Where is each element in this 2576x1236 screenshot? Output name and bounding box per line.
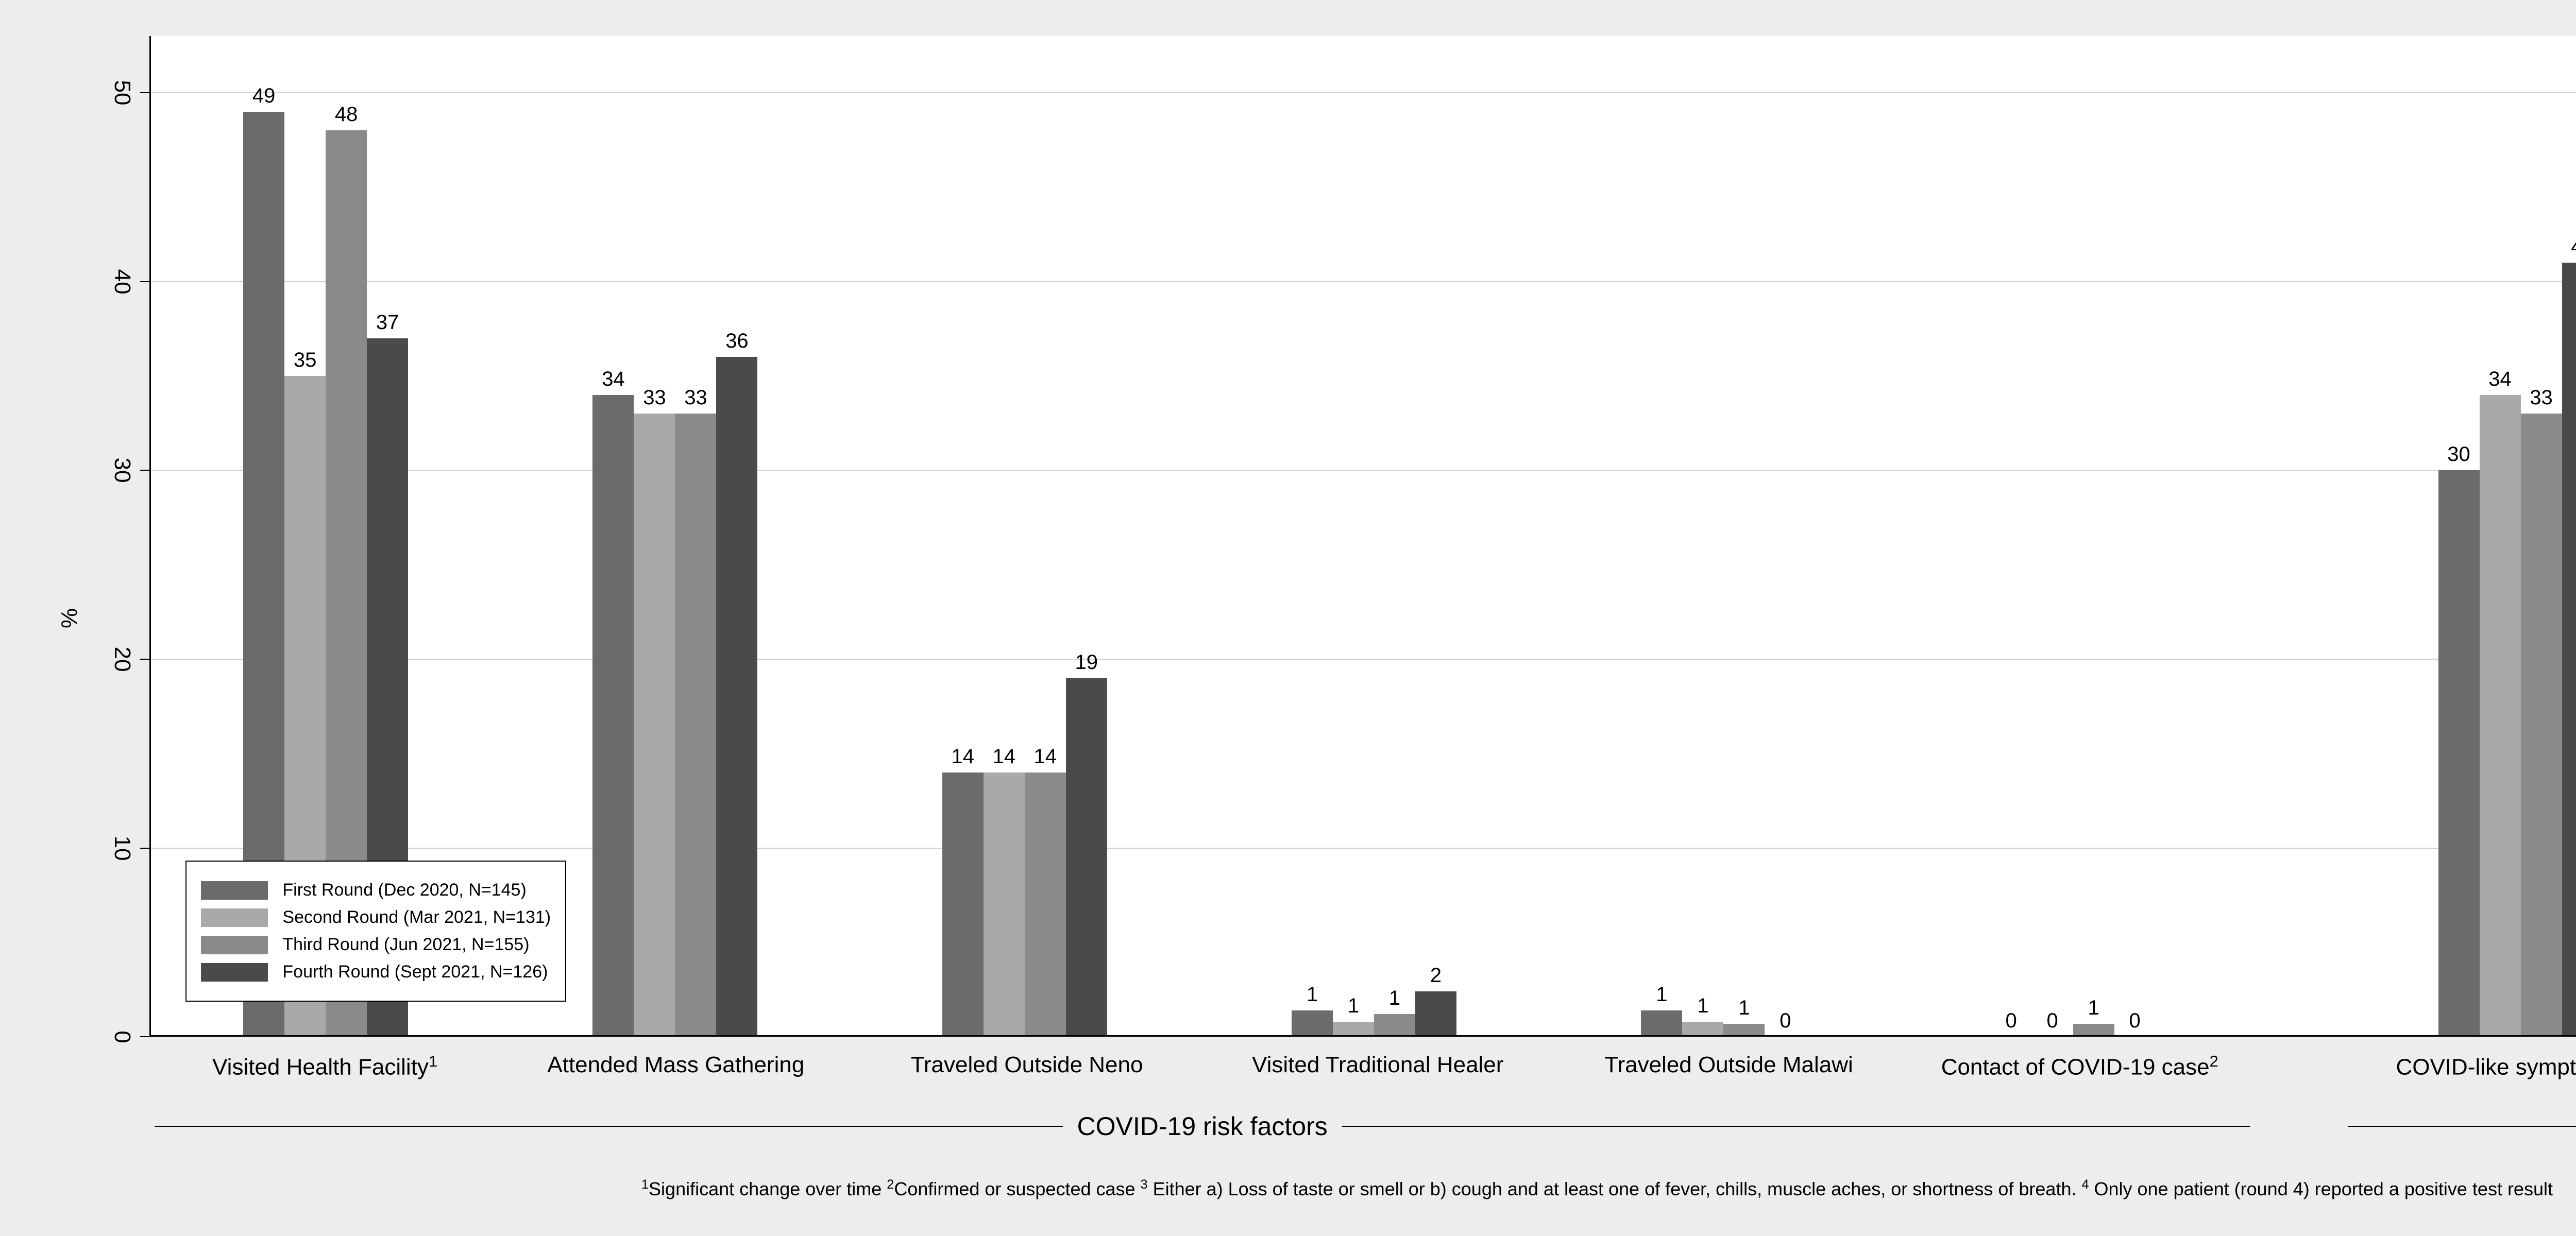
y-tick-mark: [140, 659, 149, 660]
legend-label: Fourth Round (Sept 2021, N=126): [282, 962, 548, 982]
footnote: 1Significant change over time 2Confirmed…: [149, 1141, 2576, 1200]
x-label-covid_symptoms: COVID-like symptoms1,3: [2343, 1037, 2576, 1080]
section-label-risk: COVID-19 risk factors: [149, 1111, 2255, 1141]
bar-trad_healer-r2: 1: [1333, 1022, 1374, 1037]
bar-label: 37: [376, 311, 399, 334]
bar-label: 48: [335, 103, 358, 126]
plot-wrap: % 01020304050 49354837343333361414141911…: [46, 36, 2576, 1200]
x-labels-row: Visited Health Facility1Attended Mass Ga…: [149, 1037, 2576, 1080]
y-tick-mark: [140, 848, 149, 849]
bar-label: 0: [2047, 1009, 2058, 1033]
bar-label: 19: [1075, 651, 1098, 674]
legend-item-r1: First Round (Dec 2020, N=145): [201, 880, 551, 900]
bar-trad_healer-r3: 1: [1374, 1014, 1415, 1037]
y-axis-label: %: [46, 36, 82, 1200]
bar-label: 33: [2530, 386, 2553, 409]
x-label-visited_hf: Visited Health Facility1: [149, 1037, 500, 1080]
bar-covid_symptoms-r2: 34: [2480, 395, 2521, 1037]
group-trad_healer: 1112: [1199, 36, 1549, 1037]
bar-label: 0: [1780, 1009, 1791, 1033]
bar-label: 1: [1348, 994, 1359, 1018]
bar-travel_neno-r2: 14: [984, 772, 1025, 1037]
bar-label: 1: [1738, 997, 1750, 1020]
x-label-travel_malawi: Traveled Outside Malawi: [1553, 1037, 1904, 1080]
x-label-travel_neno: Traveled Outside Neno: [851, 1037, 1202, 1080]
legend-swatch: [201, 908, 268, 927]
x-label-mass_gathering: Attended Mass Gathering: [500, 1037, 851, 1080]
bar-label: 1: [1656, 983, 1667, 1006]
bar-mass_gathering-r3: 33: [675, 414, 716, 1037]
bar-label: 49: [252, 84, 276, 108]
bar-label: 1: [1389, 987, 1400, 1010]
bar-label: 1: [2088, 997, 2099, 1020]
section-rule: [2348, 1126, 2576, 1127]
bar-label: 0: [2129, 1009, 2141, 1033]
bar-label: 1: [1697, 994, 1708, 1018]
bar-label: 2: [1430, 964, 1442, 987]
group-covid_symptoms: 30343341: [2346, 36, 2576, 1037]
plot-area: 4935483734333336141414191112111000103034…: [149, 36, 2576, 1037]
plot-and-below: 01020304050 4935483734333336141414191112…: [82, 36, 2576, 1200]
y-tick-mark: [140, 1036, 149, 1037]
bar-label: 14: [992, 745, 1015, 768]
group-travel_malawi: 1110: [1549, 36, 1898, 1037]
group-gap: [2248, 36, 2346, 1037]
bar-mass_gathering-r2: 33: [634, 414, 675, 1037]
bar-label: 33: [643, 386, 666, 409]
bar-label: 34: [602, 368, 625, 391]
legend-swatch: [201, 936, 268, 954]
legend-item-r4: Fourth Round (Sept 2021, N=126): [201, 962, 551, 982]
y-tick-mark: [140, 470, 149, 471]
bar-covid_symptoms-r3: 33: [2521, 414, 2562, 1037]
bar-label: 41: [2571, 235, 2576, 259]
bar-covid_symptoms-r1: 30: [2438, 470, 2480, 1037]
legend-swatch: [201, 881, 268, 900]
bar-label: 35: [294, 349, 317, 372]
bar-label: 34: [2488, 368, 2512, 391]
legend-label: First Round (Dec 2020, N=145): [282, 880, 526, 900]
bar-label: 1: [1307, 983, 1318, 1006]
section-gap: [2255, 1111, 2343, 1141]
bar-travel_neno-r3: 14: [1025, 772, 1066, 1037]
legend-label: Second Round (Mar 2021, N=131): [282, 907, 551, 928]
bar-trad_healer-r1: 1: [1292, 1010, 1333, 1037]
page: % 01020304050 49354837343333361414141911…: [0, 0, 2576, 1236]
bar-label: 0: [2006, 1009, 2017, 1033]
bar-label: 30: [2447, 443, 2470, 466]
bar-travel_malawi-r1: 1: [1641, 1010, 1682, 1037]
bar-travel_malawi-r2: 1: [1682, 1022, 1723, 1037]
section-label-testing: COVID-19 testing: [2343, 1111, 2576, 1141]
x-axis-line: [151, 1035, 2576, 1037]
legend: First Round (Dec 2020, N=145) Second Roun…: [185, 861, 566, 1002]
bar-covid_symptoms-r4: 41: [2562, 263, 2576, 1037]
x-label-trad_healer: Visited Traditional Healer: [1202, 1037, 1553, 1080]
legend-swatch: [201, 963, 268, 982]
section-text: COVID-19 risk factors: [1063, 1111, 1342, 1141]
bar-travel_neno-r4: 19: [1066, 678, 1107, 1037]
bar-label: 14: [951, 745, 974, 768]
section-labels-row: COVID-19 risk factors COVID-19 testing: [149, 1080, 2576, 1141]
y-tick-mark: [140, 92, 149, 93]
outer-panel: % 01020304050 49354837343333361414141911…: [0, 0, 2576, 1236]
bar-mass_gathering-r4: 36: [716, 357, 757, 1037]
bar-travel_neno-r1: 14: [942, 772, 984, 1037]
bar-label: 14: [1033, 745, 1057, 768]
y-tick-mark: [140, 281, 149, 282]
legend-item-r2: Second Round (Mar 2021, N=131): [201, 907, 551, 928]
bar-label: 33: [684, 386, 707, 409]
x-label-gap: [2255, 1037, 2343, 1080]
x-label-contact_case: Contact of COVID-19 case2: [1904, 1037, 2255, 1080]
plot-area-row: 01020304050 4935483734333336141414191112…: [82, 36, 2576, 1037]
bar-trad_healer-r4: 2: [1415, 991, 1456, 1037]
y-ticks: 01020304050: [82, 36, 149, 1037]
group-contact_case: 0 0 1 0: [1898, 36, 2247, 1037]
bar-label: 36: [725, 330, 749, 353]
bar-mass_gathering-r1: 34: [592, 395, 634, 1037]
group-travel_neno: 14141419: [850, 36, 1199, 1037]
legend-item-r3: Third Round (Jun 2021, N=155): [201, 935, 551, 955]
legend-label: Third Round (Jun 2021, N=155): [282, 935, 529, 955]
